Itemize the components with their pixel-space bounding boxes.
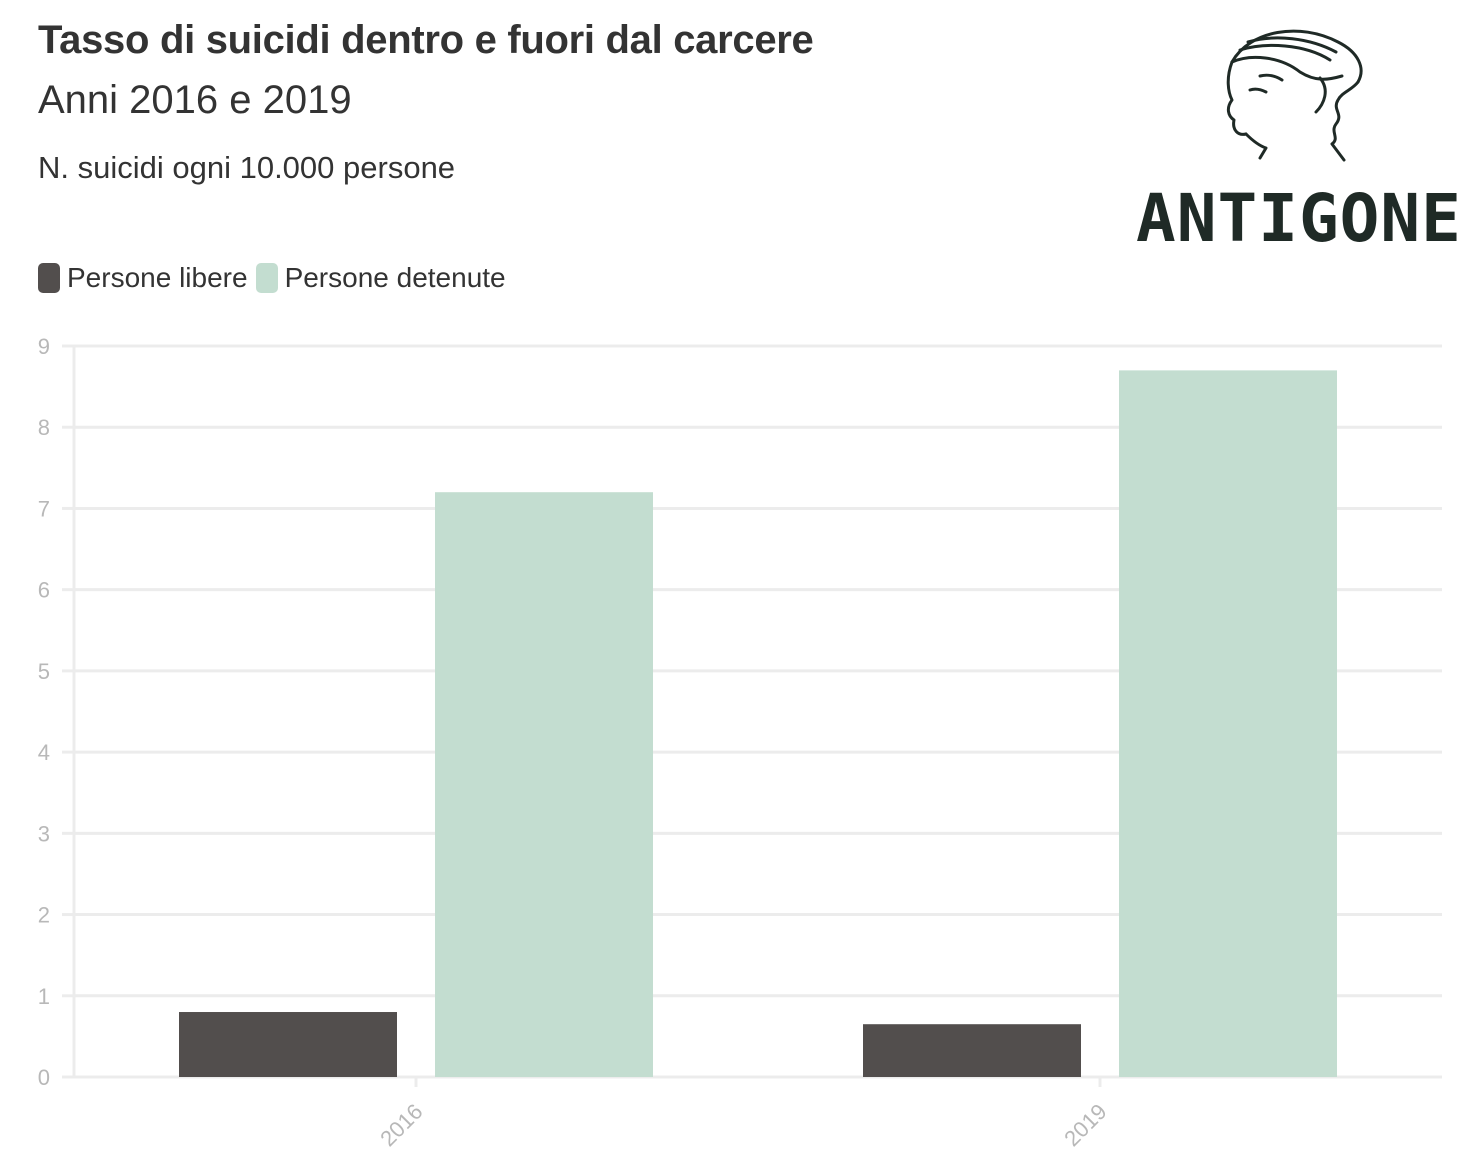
- legend-label-persone-detenute: Persone detenute: [284, 262, 506, 293]
- x-tick-label-2016: 2016: [375, 1099, 427, 1151]
- y-tick-label-1: 1: [38, 984, 50, 1009]
- y-tick-label-6: 6: [38, 578, 50, 603]
- legend-item-persone-libere: Persone libere: [38, 262, 248, 294]
- bar-persone-libere-2016[interactable]: [179, 1012, 397, 1077]
- y-axis-ticks: 0 1 2 3 4 5 6 7 8 9: [38, 334, 50, 1090]
- chart-subtitle: Anni 2016 e 2019: [38, 78, 352, 122]
- y-tick-label-9: 9: [38, 334, 50, 359]
- y-tick-label-4: 4: [38, 740, 50, 765]
- y-tick-label-5: 5: [38, 659, 50, 684]
- legend: Persone libere Persone detenute: [38, 262, 514, 294]
- chart-title: Tasso di suicidi dentro e fuori dal carc…: [38, 18, 814, 62]
- antigone-logo: ANTIGONE: [1136, 20, 1461, 257]
- legend-swatch-persone-detenute: [255, 263, 278, 293]
- legend-label-persone-libere: Persone libere: [67, 262, 248, 293]
- y-tick-label-3: 3: [38, 821, 50, 846]
- x-tick-label-2019: 2019: [1059, 1099, 1111, 1151]
- y-tick-label-7: 7: [38, 496, 50, 521]
- chart-description: N. suicidi ogni 10.000 persone: [38, 150, 456, 185]
- bar-persone-libere-2019[interactable]: [863, 1024, 1081, 1077]
- bar-persone-detenute-2016[interactable]: [435, 492, 653, 1077]
- x-axis-ticks: 2016 2019: [375, 1077, 1112, 1151]
- y-tick-label-2: 2: [38, 903, 50, 928]
- logo-text: ANTIGONE: [1136, 180, 1462, 257]
- antigone-face-icon: [1226, 29, 1363, 162]
- legend-item-persone-detenute: Persone detenute: [255, 262, 506, 294]
- y-tick-label-8: 8: [38, 415, 50, 440]
- legend-swatch-persone-libere: [38, 263, 60, 293]
- y-tick-label-0: 0: [38, 1065, 50, 1090]
- bar-persone-detenute-2019[interactable]: [1119, 370, 1337, 1077]
- bars: [179, 370, 1337, 1077]
